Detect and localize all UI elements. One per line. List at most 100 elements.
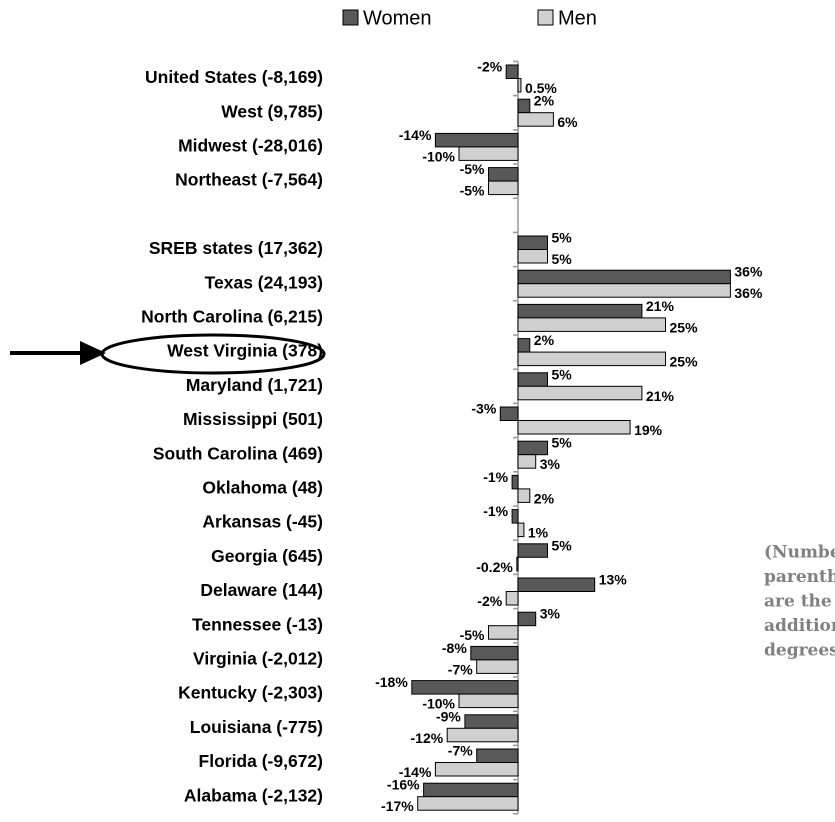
value-label: 5% xyxy=(552,537,573,553)
category-label: Arkansas (-45) xyxy=(202,512,323,532)
value-label: -16% xyxy=(387,777,420,793)
value-label: 36% xyxy=(734,264,763,280)
bar xyxy=(517,372,548,387)
arrow-head xyxy=(80,341,106,365)
value-label: 25% xyxy=(670,354,699,370)
bar xyxy=(517,454,537,469)
bar xyxy=(517,112,554,127)
bar xyxy=(499,406,519,421)
annotation: (Numbers in xyxy=(764,543,835,563)
category-label: Delaware (144) xyxy=(200,580,323,600)
bar xyxy=(517,317,666,332)
category-label: Kentucky (-2,303) xyxy=(178,683,323,703)
value-label: 3% xyxy=(540,456,561,472)
bar xyxy=(488,167,519,182)
bar xyxy=(411,680,519,695)
bar xyxy=(505,591,519,606)
value-label: -5% xyxy=(460,627,485,643)
category-label: Texas (24,193) xyxy=(205,272,323,292)
bar xyxy=(517,351,666,367)
value-label: 13% xyxy=(599,571,628,587)
bar xyxy=(517,98,531,114)
bar xyxy=(517,440,548,456)
bar xyxy=(476,748,519,763)
category-label: Midwest (-28,016) xyxy=(178,136,323,156)
value-label: 0.5% xyxy=(525,80,557,96)
bar xyxy=(458,146,519,161)
value-label: -7% xyxy=(448,742,473,758)
value-label: 2% xyxy=(534,490,555,506)
category-label: Oklahoma (48) xyxy=(202,478,323,498)
value-label: -12% xyxy=(411,730,444,746)
value-label: 19% xyxy=(634,422,663,438)
value-label: -17% xyxy=(381,798,414,814)
category-label: Georgia (645) xyxy=(211,546,323,566)
category-label: Florida (-9,672) xyxy=(199,751,323,771)
category-label: United States (-8,169) xyxy=(145,67,323,87)
legend-swatch xyxy=(342,9,359,26)
value-label: 25% xyxy=(670,319,699,335)
value-label: -1% xyxy=(483,469,508,485)
bar xyxy=(511,509,519,524)
annotation: degrees.) xyxy=(764,641,835,661)
bar xyxy=(464,714,519,729)
value-label: 5% xyxy=(552,366,573,382)
category-label: Mississippi (501) xyxy=(183,409,323,429)
category-label: Northeast (-7,564) xyxy=(175,170,323,190)
value-label: -3% xyxy=(471,400,496,416)
bar xyxy=(505,64,519,79)
bar xyxy=(423,782,519,798)
bar xyxy=(517,522,525,538)
value-label: -10% xyxy=(422,696,455,712)
category-label: SREB states (17,362) xyxy=(149,238,323,258)
value-label: 21% xyxy=(646,298,675,314)
value-label: -2% xyxy=(477,593,502,609)
value-label: 21% xyxy=(646,388,675,404)
category-label: West (9,785) xyxy=(221,101,323,121)
bar xyxy=(516,556,519,572)
bar xyxy=(517,488,531,503)
highlight-ellipse xyxy=(100,333,326,375)
bar xyxy=(511,474,519,490)
value-label: 5% xyxy=(552,435,573,451)
value-label: -14% xyxy=(399,764,432,780)
value-label: -9% xyxy=(436,708,461,724)
value-label: 5% xyxy=(552,251,573,267)
annotation: parentheses xyxy=(764,567,835,587)
bar xyxy=(517,269,731,285)
bar xyxy=(434,762,519,777)
annotation: are the total xyxy=(764,592,835,612)
value-label: 1% xyxy=(528,525,549,541)
bar xyxy=(517,283,731,298)
value-label: 36% xyxy=(734,285,763,301)
category-label: West Virginia (378) xyxy=(167,341,323,361)
bar xyxy=(417,796,519,811)
bar xyxy=(488,625,519,640)
bar xyxy=(470,645,519,661)
bar xyxy=(488,180,519,196)
bar xyxy=(476,659,519,674)
category-label: Maryland (1,721) xyxy=(186,375,323,395)
value-label: 5% xyxy=(552,229,573,245)
category-label: Tennessee (-13) xyxy=(192,614,323,634)
value-label: -1% xyxy=(483,503,508,519)
bar xyxy=(446,727,519,743)
annotation: additional xyxy=(764,616,835,636)
bar xyxy=(517,611,537,627)
bar xyxy=(517,78,522,93)
value-label: -10% xyxy=(422,148,455,164)
category-label: South Carolina (469) xyxy=(153,443,323,463)
bar xyxy=(517,249,548,264)
bar xyxy=(517,235,548,250)
category-label: North Carolina (6,215) xyxy=(141,307,323,327)
value-label: -8% xyxy=(442,640,467,656)
value-label: 6% xyxy=(557,114,578,130)
bar xyxy=(517,420,631,435)
bar xyxy=(517,303,643,319)
legend-label: Women xyxy=(363,7,432,29)
bar xyxy=(458,693,519,709)
bar xyxy=(517,577,596,592)
category-label: Virginia (-2,012) xyxy=(193,649,323,669)
value-label: -7% xyxy=(448,661,473,677)
